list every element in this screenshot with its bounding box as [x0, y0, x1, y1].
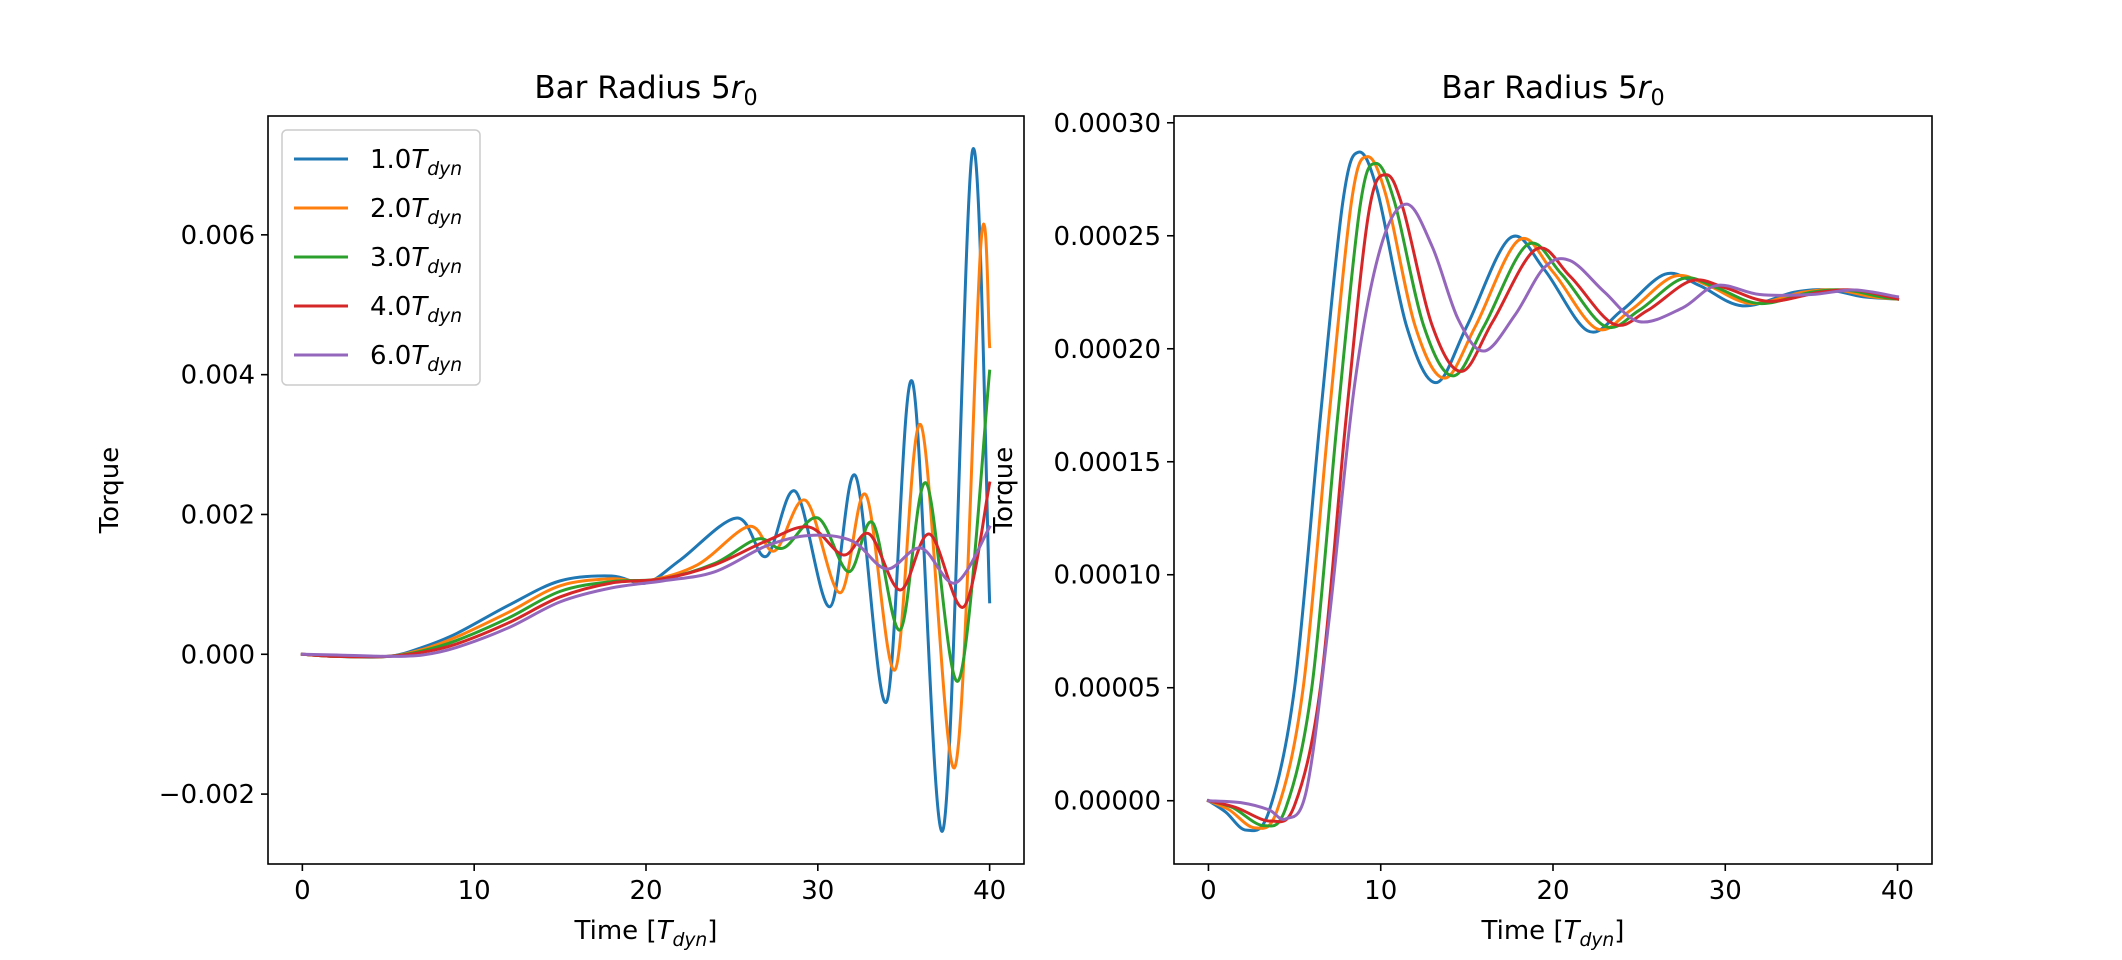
- series-lines: [300, 147, 992, 833]
- y-tick-label: 0.006: [181, 221, 255, 251]
- y-tick-label: 0.000: [181, 640, 255, 670]
- y-tick-label: 0.00005: [1053, 674, 1161, 704]
- legend-label: 1.0Tdyn: [370, 145, 462, 180]
- x-tick-label: 0: [294, 876, 311, 906]
- legend-box: [281, 129, 481, 386]
- x-tick-label: 30: [801, 876, 834, 906]
- legend-label: 4.0Tdyn: [370, 292, 462, 327]
- series-line-3: [1206, 161, 1900, 828]
- series-line-2: [300, 222, 992, 770]
- series-lines: [1206, 150, 1900, 833]
- x-axis-label: Time [Tdyn]: [1481, 916, 1625, 951]
- left-panel: 0 10 20 30 40 −0.002 0.000 0.002 0.004 0.006 Bar R…: [95, 70, 1025, 951]
- y-tick-label: 0.004: [181, 361, 255, 391]
- y-tick-label: 0.00015: [1053, 448, 1161, 478]
- right-panel: 0 10 20 30 40 0.00000 0.00005 0.00010 0.00015 0.0…: [989, 70, 1933, 951]
- x-axis-label: Time [Tdyn]: [574, 916, 718, 951]
- x-tick-label: 30: [1709, 876, 1742, 906]
- series-line-5: [300, 524, 992, 658]
- y-tick-label: 0.00020: [1053, 335, 1161, 365]
- x-tick-label: 10: [1364, 876, 1397, 906]
- x-tick-label: 10: [458, 876, 491, 906]
- y-tick-label: 0.00025: [1053, 222, 1161, 252]
- y-tick-label: 0.00030: [1053, 109, 1161, 139]
- series-line-5: [1206, 202, 1900, 821]
- series-line-4: [300, 481, 992, 659]
- chart-title: Bar Radius 5r0: [1441, 70, 1664, 111]
- legend-label: 3.0Tdyn: [370, 243, 462, 278]
- y-axis-label: Torque: [989, 447, 1019, 535]
- x-tick-label: 20: [629, 876, 662, 906]
- chart-title: Bar Radius 5r0: [534, 70, 757, 111]
- y-tick-label: 0.002: [181, 500, 255, 530]
- y-tick-label: −0.002: [159, 780, 255, 810]
- x-tick-label: 40: [1881, 876, 1914, 906]
- legend-label: 6.0Tdyn: [370, 341, 462, 376]
- y-tick-label: 0.00000: [1053, 787, 1161, 817]
- series-line-1: [300, 147, 992, 833]
- series-line-2: [1206, 155, 1900, 830]
- x-tick-label: 0: [1200, 876, 1217, 906]
- legend: 1.0Tdyn 2.0Tdyn 3.0Tdyn 4.0Tdyn 6.0Tdyn: [281, 129, 481, 386]
- y-axis-label: Torque: [95, 447, 125, 535]
- series-line-1: [1206, 150, 1900, 833]
- y-tick-label: 0.00010: [1053, 561, 1161, 591]
- x-tick-label: 20: [1536, 876, 1569, 906]
- x-tick-label: 40: [973, 876, 1006, 906]
- legend-label: 2.0Tdyn: [370, 194, 462, 229]
